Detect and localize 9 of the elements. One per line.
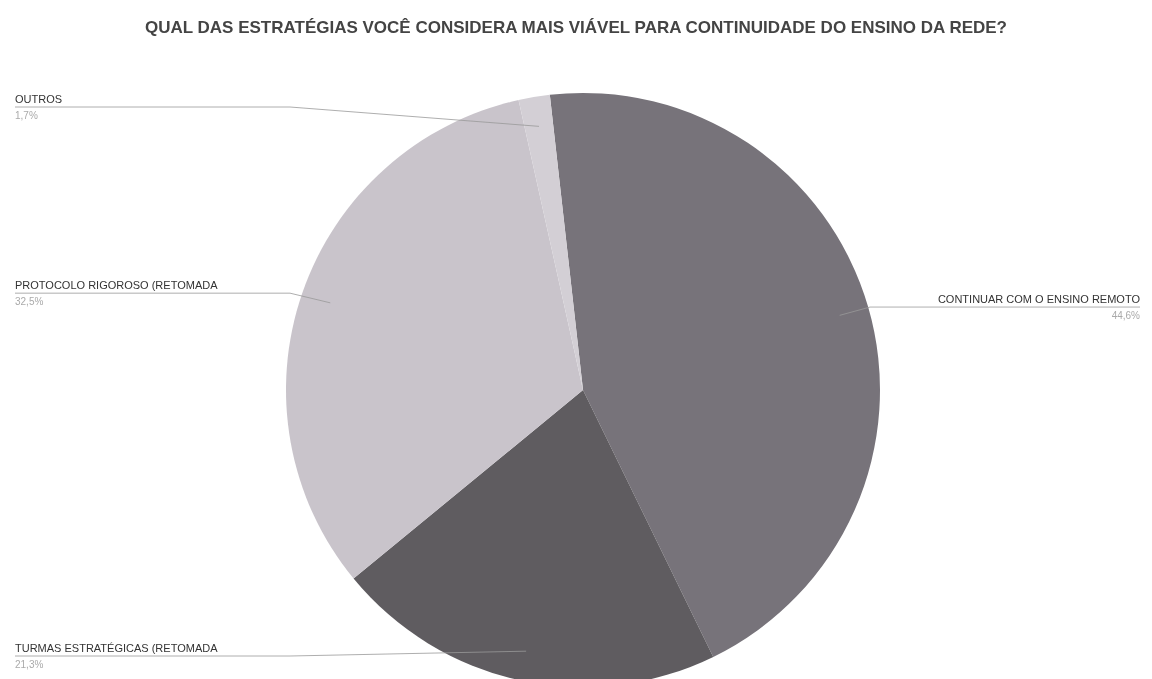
data-label: 1,7% xyxy=(15,110,38,121)
data-label: 32,5% xyxy=(15,296,44,308)
data-label: 21,3% xyxy=(15,659,44,670)
slice-label: PROTOCOLO RIGOROSO (RETOMADA xyxy=(15,279,219,292)
data-label: 44,6% xyxy=(1111,310,1141,322)
slice-label: OUTROS xyxy=(15,93,63,105)
slice-label: CONTINUAR COM O ENSINO REMOTO xyxy=(937,293,1141,306)
slice-label: TURMAS ESTRATÉGICAS (RETOMADA xyxy=(15,642,219,654)
chart-title: QUAL DAS ESTRATÉGIAS VOCÊ CONSIDERA MAIS VIÁVEL PARA CONTINUIDADE DO ENSINO DA REDE? xyxy=(144,18,1008,37)
